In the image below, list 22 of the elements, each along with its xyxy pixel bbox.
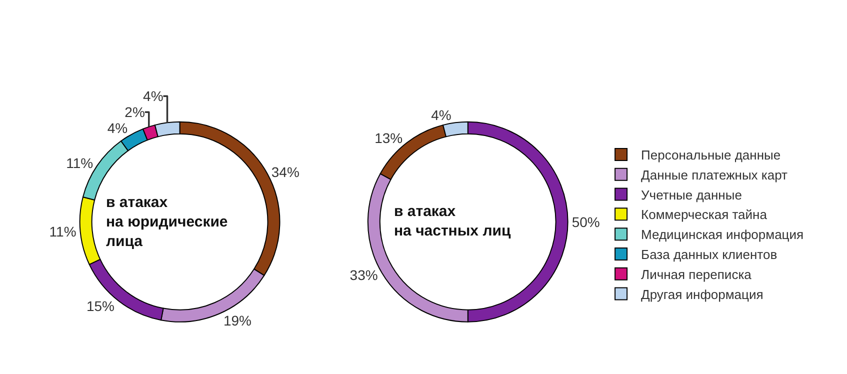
legend-label: Личная переписка [641,266,752,282]
data-label: 2% [124,104,145,120]
data-label: 4% [143,88,164,104]
legend-label: База данных клиентов [641,247,778,262]
legend-label: Медицинская информация [641,227,804,242]
text: в атаках на юридические лица [106,194,228,250]
legend-label: Учетные данные [641,187,742,202]
text: в атаках на частных лиц [394,203,512,240]
data-label: 4% [431,106,452,123]
legend-label: Коммерческая тайна [641,207,768,222]
data-label: 15% [86,298,115,314]
legend-label: Данные платежных карт [641,167,788,182]
data-label: 19% [223,312,252,328]
data-label: 11% [66,155,94,172]
data-label: 33% [350,266,378,283]
legend-label: Персональные данные [641,148,781,163]
data-label: 50% [572,214,600,230]
data-label: 13% [374,130,403,146]
legend-label: Другая информация [641,286,764,302]
data-label: 34% [271,164,300,180]
data-label: 4% [107,120,128,136]
data-label: 11% [49,223,76,240]
